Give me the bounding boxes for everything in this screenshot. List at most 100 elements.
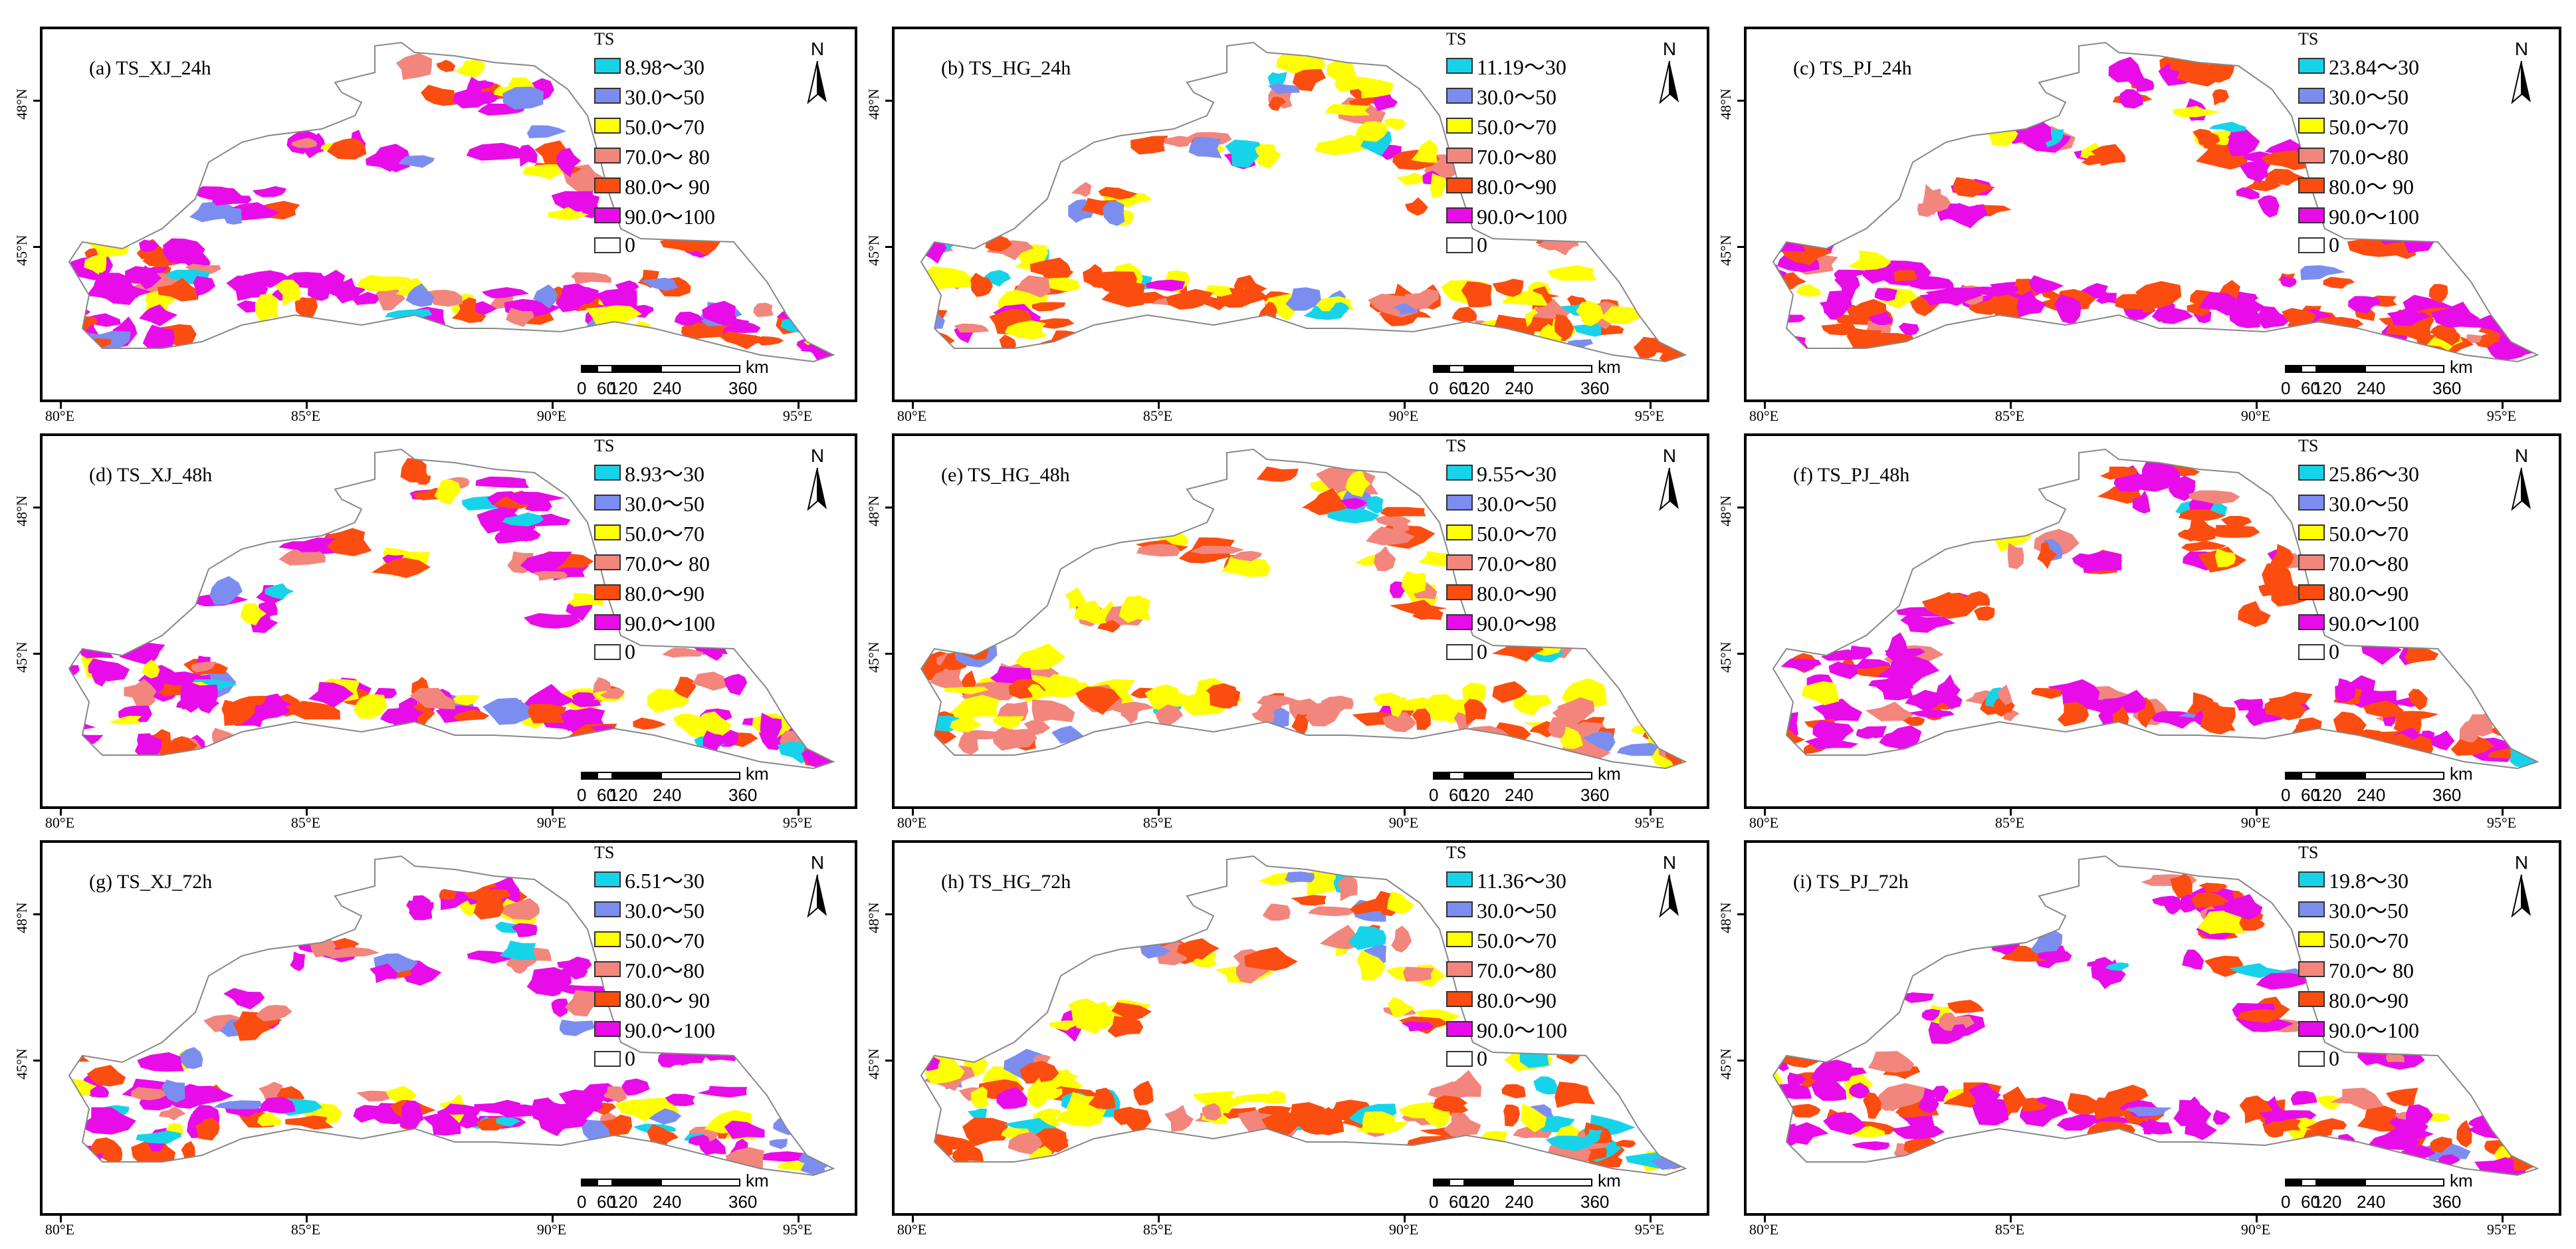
scale-label: 60 [1449, 378, 1468, 398]
ts-region-patch [477, 507, 528, 534]
y-tick-mark [885, 246, 892, 248]
legend-item: 30.0～50 [2298, 80, 2419, 110]
legend-item: 90.0～100 [1446, 1014, 1567, 1044]
legend-label: 90.0～100 [2329, 1018, 2420, 1042]
legend-item: 80.0～ 90 [2298, 170, 2419, 200]
scale-label: 120 [1461, 785, 1490, 805]
legend-label: 90.0～100 [625, 1018, 716, 1042]
ts-region-patch [2199, 292, 2240, 316]
ts-region-patch [2256, 972, 2313, 990]
legend-swatch [1446, 524, 1473, 540]
ts-region-patch [1285, 287, 1321, 311]
ts-region-patch [86, 272, 124, 300]
ts-region-patch [1267, 83, 1300, 94]
legend-item: 30.0～50 [594, 487, 715, 517]
legend-item: 50.0～70 [2298, 110, 2419, 140]
legend-label: 0 [2329, 233, 2339, 257]
ts-region-patch [2261, 150, 2311, 170]
x-tick-label: 95°E [782, 814, 813, 831]
x-tick-mark [1764, 809, 1766, 816]
ts-region-patch [1269, 708, 1290, 728]
legend-item: 8.98～30 [594, 51, 715, 80]
legend-label: 90.0～98 [1477, 611, 1557, 635]
x-tick-mark [1650, 402, 1652, 409]
ts-region-patch [2386, 1087, 2418, 1107]
legend-item: 90.0～100 [594, 607, 715, 637]
map-panel: (i) TS_PJ_72h TS 19.8～30 30.0～50 50.0～70 70.0… [1744, 840, 2561, 1216]
scale-label: 240 [653, 785, 682, 805]
ts-region-patch [2240, 161, 2274, 182]
x-tick-label: 85°E [290, 407, 321, 424]
ts-region-patch [999, 334, 1016, 356]
legend-swatch [2298, 614, 2325, 630]
ts-region-patch [1901, 992, 1935, 1003]
scale-unit: km [2450, 764, 2473, 784]
ts-region-patch [2093, 1097, 2128, 1120]
x-tick-mark [2256, 402, 2258, 409]
legend-label: 30.0～50 [1477, 898, 1557, 923]
x-tick-label: 80°E [897, 407, 927, 424]
ts-region-patch [1016, 275, 1051, 298]
ts-region-patch [1411, 139, 1438, 163]
ts-region-patch [494, 875, 520, 905]
ts-region-patch [511, 923, 538, 937]
ts-region-patch [1521, 1103, 1547, 1133]
ts-region-patch [2236, 187, 2260, 200]
legend-label: 70.0～ 80 [625, 144, 710, 169]
ts-region-patch [1071, 181, 1092, 197]
scale-label: 360 [728, 785, 758, 805]
ts-region-patch [570, 699, 601, 707]
ts-region-patch [78, 316, 98, 330]
legend-item: 0 [594, 637, 715, 667]
x-tick-mark [1650, 1216, 1652, 1222]
ts-region-patch [1928, 599, 1967, 614]
ts-region-patch [1345, 469, 1371, 497]
x-tick-mark [306, 1216, 308, 1222]
legend-item: 30.0～50 [2298, 894, 2419, 924]
legend-label: 30.0～50 [625, 84, 705, 109]
ts-region-patch [1391, 925, 1412, 953]
legend-swatch [2298, 584, 2325, 600]
ts-region-patch [455, 59, 485, 78]
ts-region-patch [463, 889, 511, 905]
ts-region-patch [1401, 570, 1426, 594]
x-tick-label: 85°E [1142, 1221, 1173, 1238]
ts-region-patch [2090, 144, 2126, 166]
legend-item: 90.0～100 [2298, 200, 2419, 230]
legend-label: 80.0～ 90 [2329, 174, 2415, 199]
ts-region-patch [369, 963, 397, 983]
ts-region-patch [1905, 689, 1943, 712]
x-tick-label: 90°E [2240, 1221, 2271, 1238]
ts-region-patch [2366, 1127, 2420, 1151]
legend-label: 50.0～70 [625, 521, 705, 546]
scale-unit: km [746, 764, 769, 784]
ts-region-patch [158, 683, 186, 697]
ts-region-patch [694, 711, 731, 736]
ts-region-patch [2329, 1087, 2385, 1110]
y-tick-mark [1737, 246, 1744, 248]
legend-label: 8.98～30 [625, 55, 705, 79]
ts-region-patch [1403, 966, 1434, 982]
legend-item: 80.0～90 [1446, 170, 1567, 200]
ts-region-patch [950, 714, 982, 733]
ts-region-patch [2212, 89, 2230, 106]
ts-region-patch [1947, 1000, 1985, 1014]
ts-region-patch [1383, 118, 1406, 131]
ts-region-patch [1155, 704, 1184, 727]
x-tick-mark [552, 402, 554, 409]
ts-region-patch [1210, 688, 1241, 709]
ts-region-patch [1337, 875, 1358, 901]
ts-region-patch [2208, 122, 2246, 132]
ts-region-patch [347, 292, 379, 305]
ts-region-patch [752, 1151, 804, 1162]
map-panel: (h) TS_HG_72h TS 11.36～30 30.0～50 50.0～70 70.… [892, 840, 1709, 1216]
ts-region-patch [1928, 1022, 1969, 1044]
ts-region-patch [1387, 996, 1415, 1018]
x-tick-mark [798, 809, 800, 816]
ts-region-patch [2151, 300, 2175, 322]
ts-region-patch [1033, 1128, 1069, 1153]
legend-item: 70.0～80 [594, 954, 715, 984]
ts-region-patch [84, 255, 107, 275]
map-panel: (f) TS_PJ_48h TS 25.86～30 30.0～50 50.0～70 70.… [1744, 433, 2561, 809]
north-label: N [1662, 39, 1677, 59]
